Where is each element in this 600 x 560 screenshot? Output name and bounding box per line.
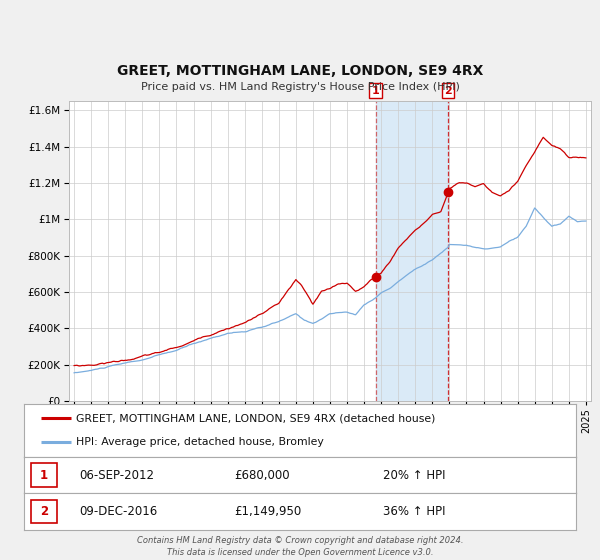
Text: 1: 1 <box>40 469 48 482</box>
Text: £680,000: £680,000 <box>234 469 289 482</box>
Text: 2: 2 <box>444 86 452 96</box>
Text: 2: 2 <box>40 505 48 518</box>
Text: 06-SEP-2012: 06-SEP-2012 <box>79 469 154 482</box>
Text: Contains HM Land Registry data © Crown copyright and database right 2024.: Contains HM Land Registry data © Crown c… <box>137 536 463 545</box>
Text: 09-DEC-2016: 09-DEC-2016 <box>79 505 157 518</box>
Text: Price paid vs. HM Land Registry's House Price Index (HPI): Price paid vs. HM Land Registry's House … <box>140 82 460 92</box>
Bar <box>376 101 448 401</box>
Text: This data is licensed under the Open Government Licence v3.0.: This data is licensed under the Open Gov… <box>167 548 433 557</box>
Text: 36% ↑ HPI: 36% ↑ HPI <box>383 505 445 518</box>
Text: 1: 1 <box>371 86 379 96</box>
FancyBboxPatch shape <box>31 463 57 487</box>
Text: GREET, MOTTINGHAM LANE, LONDON, SE9 4RX (detached house): GREET, MOTTINGHAM LANE, LONDON, SE9 4RX … <box>76 413 436 423</box>
Text: 20% ↑ HPI: 20% ↑ HPI <box>383 469 445 482</box>
Text: £1,149,950: £1,149,950 <box>234 505 301 518</box>
FancyBboxPatch shape <box>31 500 57 524</box>
Text: GREET, MOTTINGHAM LANE, LONDON, SE9 4RX: GREET, MOTTINGHAM LANE, LONDON, SE9 4RX <box>117 63 483 77</box>
Text: HPI: Average price, detached house, Bromley: HPI: Average price, detached house, Brom… <box>76 437 324 447</box>
